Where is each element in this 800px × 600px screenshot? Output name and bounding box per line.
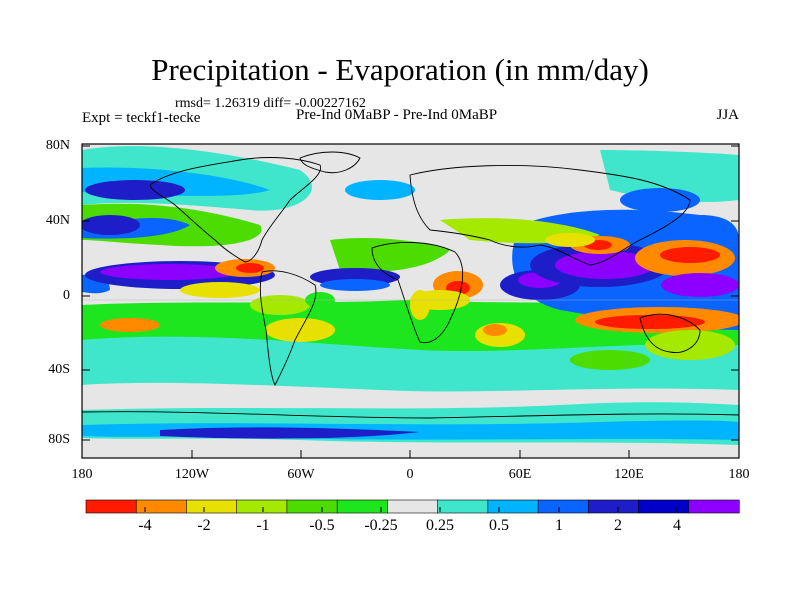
- plot-title: Precipitation - Evaporation (in mm/day): [151, 52, 649, 87]
- y-tick-80n: 80N: [45, 138, 70, 153]
- colorbar-ticks: [144, 507, 678, 512]
- y-tick-40n: 40N: [45, 213, 70, 228]
- season-label: JJA: [716, 107, 739, 123]
- x-tick-60e: 60E: [508, 467, 532, 482]
- colorbar-swatch: [336, 499, 388, 514]
- x-tick-120e: 120E: [614, 467, 644, 482]
- axis-ticks: [81, 145, 740, 458]
- x-tick-120w: 120W: [174, 467, 210, 482]
- colorbar-swatch: [638, 499, 690, 514]
- colorbar-swatch: [588, 499, 640, 514]
- colorbar-swatch: [186, 499, 238, 514]
- colorbar-label: -0.25: [364, 517, 398, 534]
- colorbar-label: 2: [614, 517, 622, 534]
- colorbar-swatch: [286, 499, 338, 514]
- colorbar-label: 4: [673, 517, 681, 534]
- y-tick-0: 0: [63, 288, 70, 303]
- colorbar-swatch: [387, 499, 439, 514]
- stats-label: rmsd= 1.26319 diff= -0.00227162: [175, 96, 366, 111]
- colorbar-swatch: [135, 499, 188, 514]
- x-tick-0: 0: [406, 467, 414, 482]
- field-layer: [82, 144, 739, 458]
- run-comparison-label: Pre-Ind 0MaBP - Pre-Ind 0MaBP: [296, 107, 498, 123]
- colorbar-swatch: [236, 499, 288, 514]
- colorbar-label: 0.25: [426, 517, 454, 534]
- colorbar-label: -2: [197, 517, 211, 534]
- colorbar-swatch: [85, 499, 137, 514]
- colorbar-swatch: [537, 499, 589, 514]
- x-tick-180e: 180: [728, 467, 750, 482]
- coastlines: [82, 151, 739, 419]
- colorbar-swatch: [688, 499, 740, 514]
- experiment-label: Expt = teckf1-tecke: [82, 110, 201, 126]
- y-tick-40s: 40S: [48, 362, 70, 377]
- colorbar-swatch: [487, 499, 539, 514]
- colorbar-label: 1: [555, 517, 563, 534]
- x-tick-180w: 180: [71, 467, 93, 482]
- colorbar: [85, 499, 740, 514]
- x-tick-60w: 60W: [287, 467, 315, 482]
- colorbar-label: -4: [138, 517, 152, 534]
- colorbar-label: 0.5: [489, 517, 509, 534]
- colorbar-swatch: [437, 499, 489, 514]
- y-tick-80s: 80S: [48, 432, 70, 447]
- colorbar-label: -0.5: [309, 517, 335, 534]
- colorbar-label: -1: [256, 517, 270, 534]
